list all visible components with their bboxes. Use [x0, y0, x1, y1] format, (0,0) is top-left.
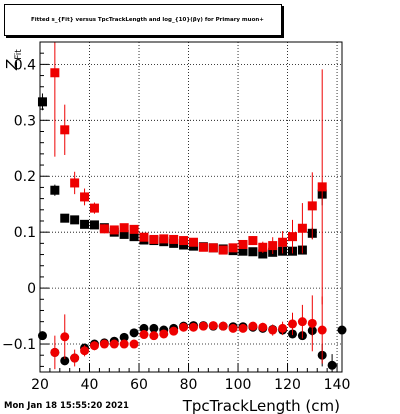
data-point [139, 330, 149, 340]
y-axis-label: ZFit [3, 49, 24, 71]
x-tick-label: 120 [274, 377, 301, 393]
data-point [228, 323, 238, 333]
data-point [80, 346, 90, 356]
data-point [268, 325, 278, 335]
data-points [37, 42, 347, 372]
y-tick-label: 0.4 [14, 57, 36, 73]
data-point [89, 203, 99, 213]
data-point [218, 321, 228, 331]
data-point [129, 339, 139, 349]
data-point [109, 339, 119, 349]
data-point [179, 322, 189, 332]
x-tick-label: 20 [31, 377, 49, 393]
y-tick-label: 0 [27, 281, 36, 297]
data-point [238, 323, 248, 333]
data-point [139, 232, 149, 242]
series-3 [50, 295, 327, 370]
data-point [159, 329, 169, 339]
data-point [317, 325, 327, 335]
title-box: Fitted s_{Fit} versus TpcTrackLength and… [4, 4, 282, 36]
chart-title: Fitted s_{Fit} versus TpcTrackLength and… [31, 17, 264, 23]
data-point [129, 328, 139, 338]
data-point [258, 249, 268, 259]
data-point [119, 223, 129, 233]
x-tick-label: 140 [324, 377, 351, 393]
data-point [149, 331, 159, 341]
data-point [60, 125, 70, 135]
y-tick-label: −0.1 [2, 337, 36, 353]
data-point [129, 224, 139, 234]
plot-frame [39, 41, 343, 373]
data-point [278, 323, 288, 333]
data-point [169, 326, 179, 336]
series-1 [50, 42, 327, 305]
data-point [119, 229, 129, 239]
data-point [159, 234, 169, 244]
data-point [70, 178, 80, 188]
data-point [198, 242, 208, 252]
data-point [70, 215, 80, 225]
y-tick-label: 0.2 [14, 169, 36, 185]
data-point [37, 97, 47, 107]
data-point [179, 236, 189, 246]
timestamp: Mon Jan 18 15:55:20 2021 [4, 401, 129, 411]
data-point [258, 322, 268, 332]
data-point [89, 341, 99, 351]
data-point [307, 318, 317, 328]
data-point [198, 321, 208, 331]
data-point [50, 347, 60, 357]
data-point [327, 360, 337, 370]
x-tick-label: 80 [180, 377, 198, 393]
data-point [119, 339, 129, 349]
data-point [307, 201, 317, 211]
data-point [248, 236, 258, 246]
x-tick-label: 60 [130, 377, 148, 393]
data-point [278, 237, 288, 247]
data-point [119, 332, 129, 342]
data-point [238, 246, 248, 256]
data-point [208, 243, 218, 253]
data-point [258, 242, 268, 252]
axes: 20 40 60 80 100 120 140 −0.1 0 0.1 0.2 0.3 0.4 [2, 41, 351, 393]
data-point [99, 339, 109, 349]
data-point [139, 323, 149, 333]
data-point [238, 239, 248, 249]
data-point [89, 220, 99, 230]
x-axis-label: TpcTrackLength (cm) [182, 397, 340, 414]
data-point [99, 224, 109, 234]
data-point [129, 232, 139, 242]
data-point [208, 321, 218, 331]
data-point [80, 219, 90, 229]
data-point [188, 322, 198, 332]
data-point [149, 323, 159, 333]
data-point [50, 185, 60, 195]
data-point [228, 243, 238, 253]
data-point [297, 223, 307, 233]
data-point [109, 225, 119, 235]
data-point [80, 192, 90, 202]
grid-lines [40, 42, 342, 372]
data-point [248, 321, 258, 331]
data-point [287, 319, 297, 329]
data-point [60, 213, 70, 223]
data-point [317, 182, 327, 192]
data-point [169, 234, 179, 244]
data-point [50, 68, 60, 78]
x-tick-label: 100 [225, 377, 252, 393]
data-point [188, 237, 198, 247]
data-point [268, 241, 278, 251]
x-tick-label: 40 [81, 377, 99, 393]
data-point [60, 356, 70, 366]
data-point [70, 353, 80, 363]
data-point [287, 232, 297, 242]
data-point [218, 245, 228, 255]
data-point [149, 234, 159, 244]
y-tick-label: 0.1 [14, 225, 36, 241]
data-point [297, 317, 307, 327]
data-point [248, 247, 258, 257]
y-tick-label: 0.3 [14, 113, 36, 129]
data-point [60, 332, 70, 342]
